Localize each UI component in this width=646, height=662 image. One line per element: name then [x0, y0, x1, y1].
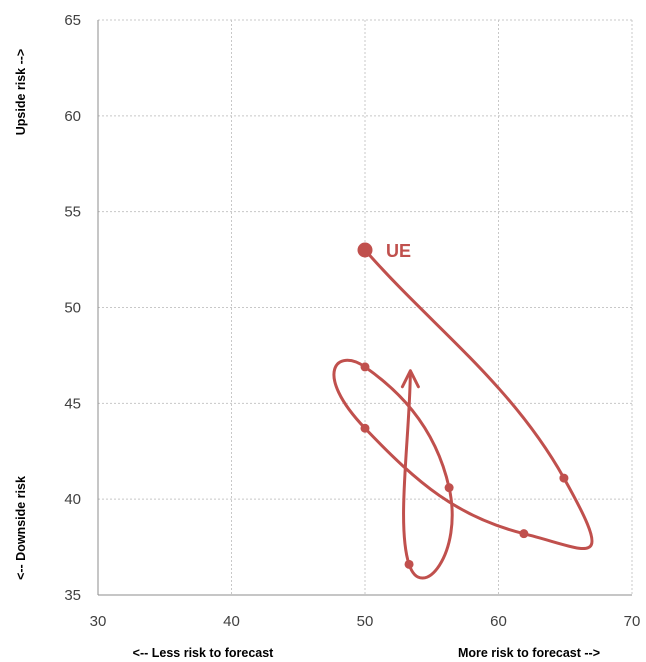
- y-tick-label: 35: [64, 587, 81, 604]
- series-line: [332, 249, 594, 580]
- axes: [97, 20, 632, 596]
- y-tick-label: 45: [64, 395, 81, 412]
- y-tick-label: 40: [64, 491, 81, 508]
- x-tick-label: 70: [624, 613, 641, 630]
- data-point: [404, 559, 414, 569]
- arrowhead-marker: [400, 369, 420, 389]
- tick-labels: 30 40 50 60 70 35 40 45 50 55 60 65: [64, 12, 640, 630]
- y-axis-label-bottom: <-- Downside risk: [14, 476, 28, 580]
- y-tick-label: 65: [64, 12, 81, 29]
- x-tick-label: 40: [223, 613, 240, 630]
- y-axis-label-top: Upside risk -->: [14, 49, 28, 136]
- data-point: [519, 529, 529, 539]
- y-tick-label: 50: [64, 300, 81, 317]
- data-point: [559, 473, 569, 483]
- data-point: [360, 423, 370, 433]
- x-axis-label-right: More risk to forecast -->: [458, 646, 600, 660]
- latest-point-marker: [357, 242, 373, 258]
- gridlines: [98, 19, 633, 595]
- y-tick-label: 55: [64, 204, 81, 221]
- series-ue: UE: [332, 241, 594, 580]
- data-point: [360, 362, 370, 372]
- x-axis-label-left: <-- Less risk to forecast: [133, 646, 275, 660]
- data-point: [444, 483, 454, 493]
- x-tick-label: 60: [490, 613, 507, 630]
- y-tick-label: 60: [64, 108, 81, 125]
- x-tick-label: 30: [90, 613, 107, 630]
- point-label-ue: UE: [386, 241, 411, 261]
- x-tick-label: 50: [357, 613, 374, 630]
